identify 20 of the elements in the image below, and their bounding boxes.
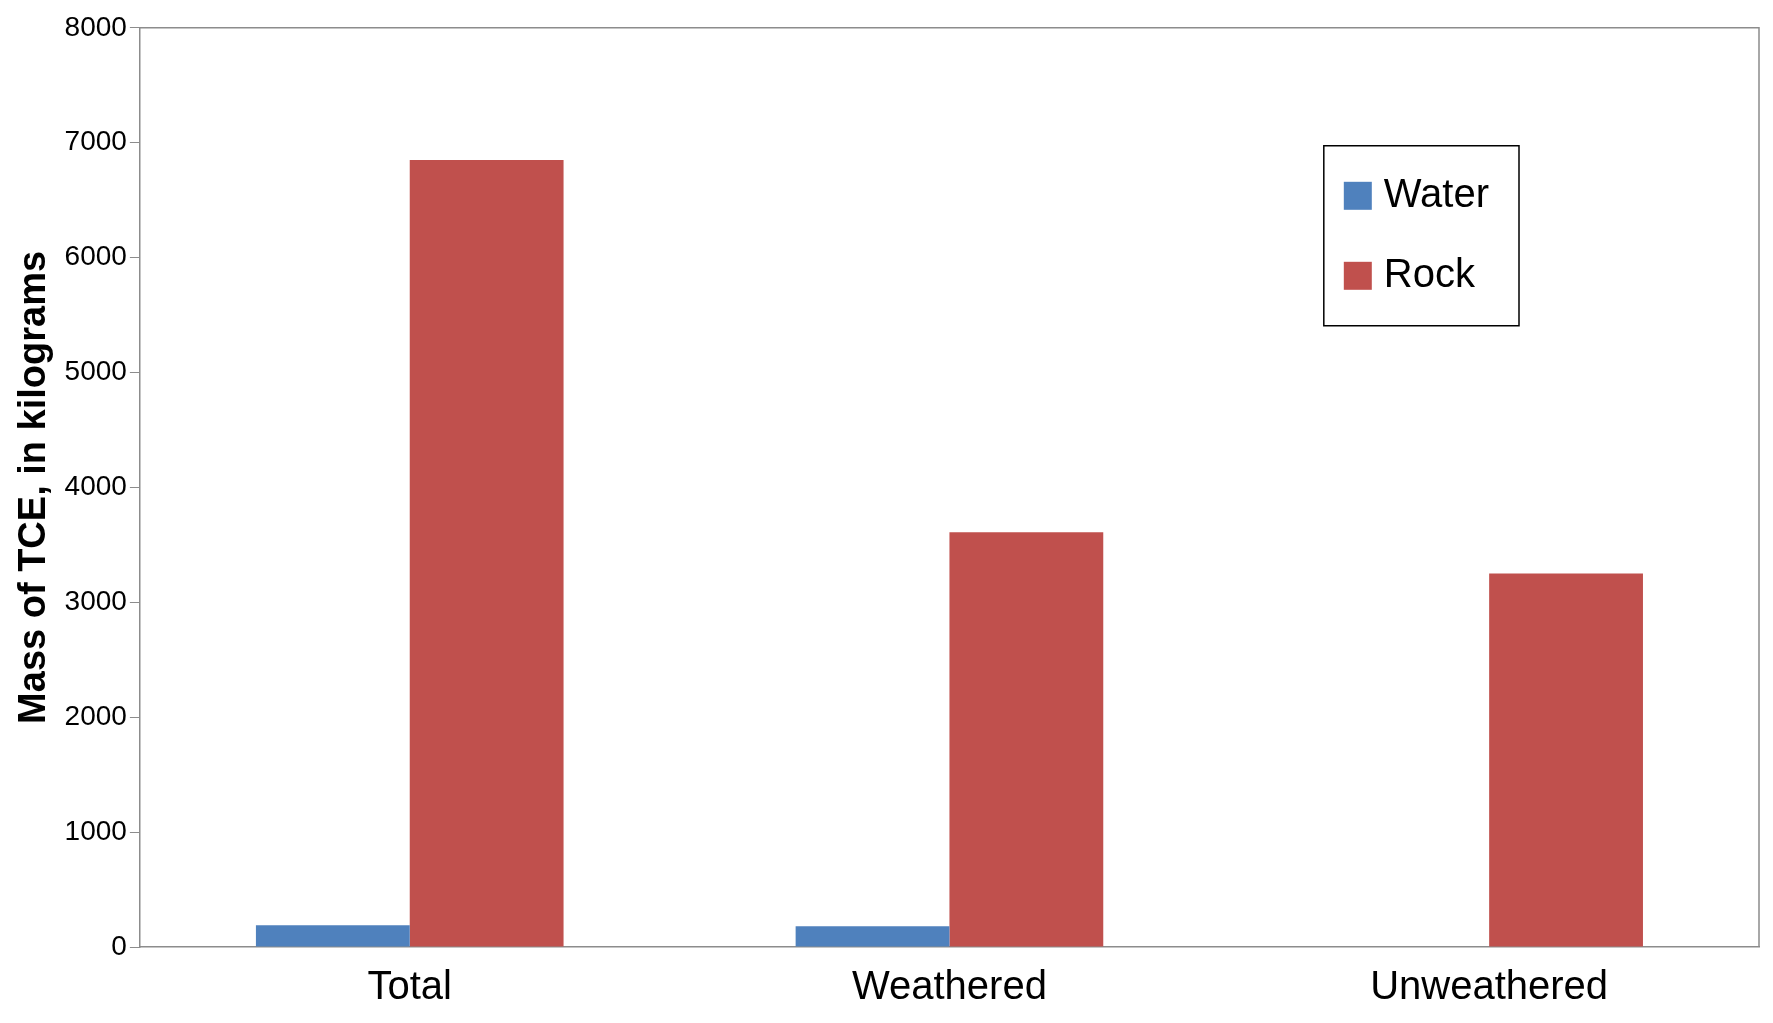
y-tick-label: 6000	[64, 240, 127, 272]
y-tick-label: 2000	[64, 699, 127, 731]
bar	[409, 159, 564, 947]
x-tick-label: Weathered	[851, 963, 1047, 1008]
y-tick-label: 0	[111, 929, 127, 961]
legend-label: Water	[1383, 170, 1490, 215]
y-axis-title: Mass of TCE, in kilograms	[11, 250, 54, 724]
bar	[1489, 573, 1643, 947]
y-tick-label: 7000	[64, 125, 127, 157]
x-tick-label: Total	[367, 963, 452, 1008]
legend-label: Rock	[1383, 250, 1476, 295]
y-tick-label: 3000	[64, 585, 127, 617]
y-tick-label: 5000	[64, 355, 127, 387]
y-tick-label: 8000	[64, 10, 127, 42]
bar	[795, 926, 950, 947]
x-tick-label: Unweathered	[1370, 963, 1609, 1008]
y-tick-label: 1000	[64, 814, 127, 846]
bar	[949, 532, 1104, 947]
bar	[255, 925, 410, 947]
y-tick-label: 4000	[64, 470, 127, 502]
